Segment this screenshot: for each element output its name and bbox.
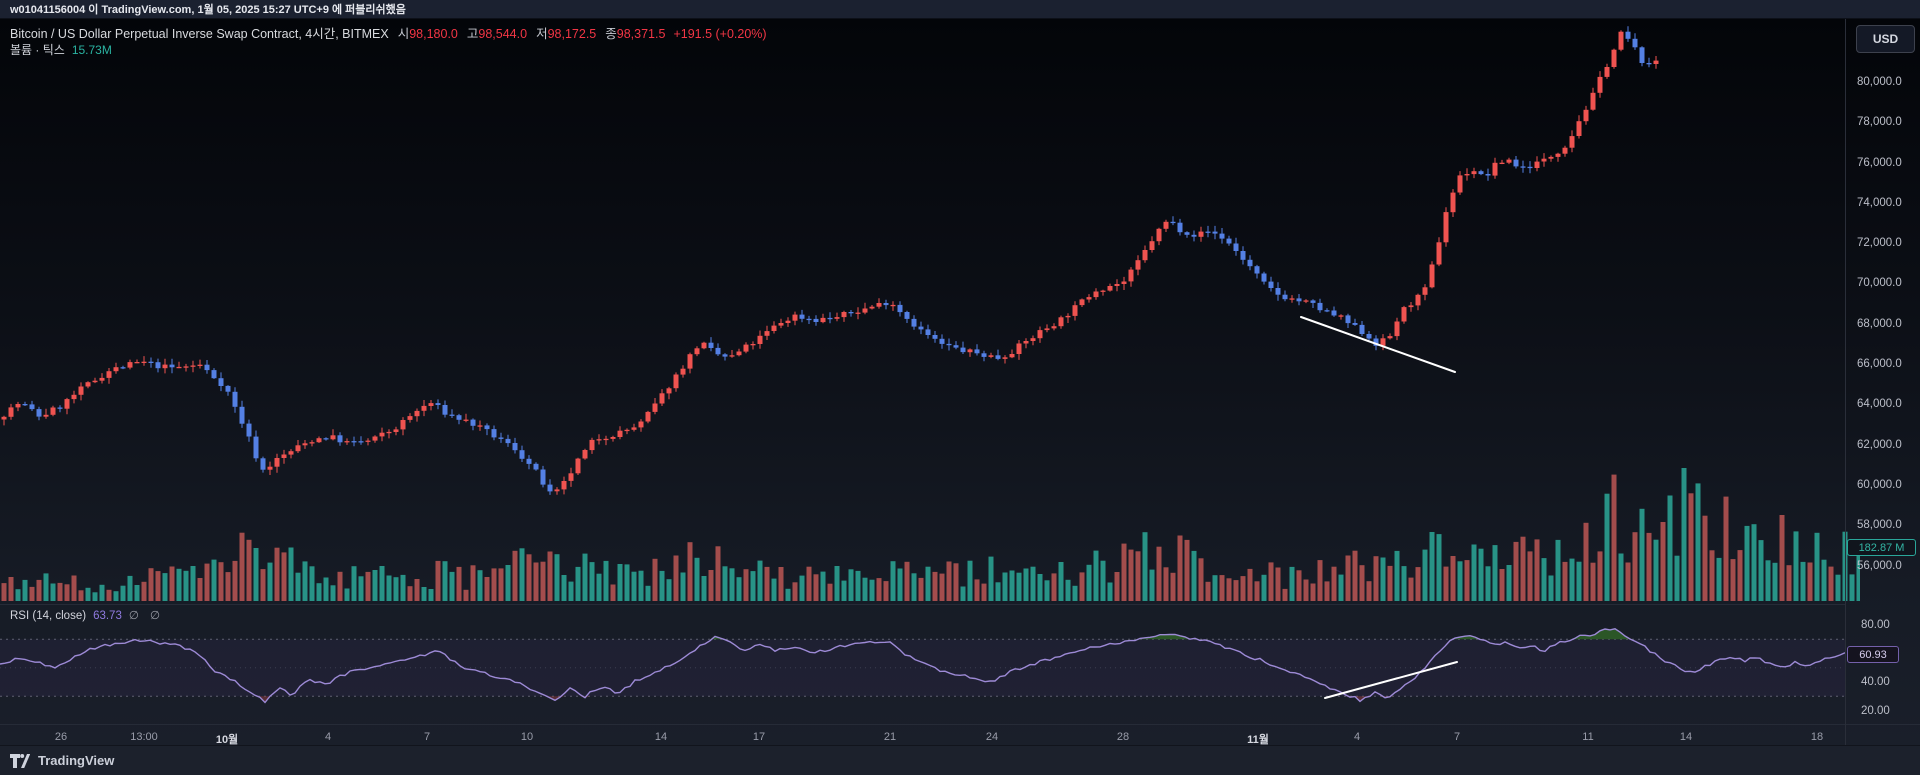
chart-area[interactable]: Bitcoin / US Dollar Perpetual Inverse Sw… xyxy=(0,19,1920,746)
high-label: 고 xyxy=(466,27,479,41)
open-label: 시 xyxy=(397,27,410,41)
rsi-pane xyxy=(0,628,1846,704)
tradingview-logo-icon[interactable] xyxy=(10,753,30,768)
volume-legend-row: 볼륨 · 틱스 15.73M xyxy=(10,41,112,58)
candlesticks xyxy=(1,26,1659,495)
rsi-title[interactable]: RSI (14, close) xyxy=(10,610,87,622)
low-label: 저 xyxy=(536,27,548,41)
rsi-overbought-fill xyxy=(0,628,1845,640)
volume-value: 15.73M xyxy=(71,43,112,57)
currency-toggle-button[interactable]: USD xyxy=(1856,25,1915,53)
footer-brand-text[interactable]: TradingView xyxy=(38,753,115,768)
low-value: 98,172.5 xyxy=(547,27,597,41)
footer-brand-bar: TradingView xyxy=(0,745,1920,775)
rsi-oversold-fill xyxy=(0,696,1845,703)
publish-info-bar: w01041156004 이 TradingView.com, 1월 05, 2… xyxy=(0,0,1920,19)
publish-info-text: w01041156004 이 TradingView.com, 1월 05, 2… xyxy=(10,4,406,16)
rsi-value: 63.73 xyxy=(93,610,122,622)
symbol-title[interactable]: Bitcoin / US Dollar Perpetual Inverse Sw… xyxy=(10,27,389,41)
open-value: 98,180.0 xyxy=(409,27,458,41)
change-value: +191.5 (+0.20%) xyxy=(673,27,767,41)
rsi-empty-values: ∅ ∅ xyxy=(128,610,165,622)
price-chart-canvas[interactable] xyxy=(0,19,1920,745)
high-value: 98,544.0 xyxy=(478,27,528,41)
last-volume-badge: 182.87 M xyxy=(1847,539,1916,556)
rsi-line xyxy=(0,628,1846,704)
rsi-trendline[interactable] xyxy=(1324,661,1458,699)
volume-label[interactable]: 볼륨 · 틱스 xyxy=(10,43,65,57)
rsi-value-badge: 60.93 xyxy=(1847,646,1899,663)
price-trendline[interactable] xyxy=(1300,316,1456,373)
volume-bars xyxy=(1,468,1860,601)
rsi-legend-row: RSI (14, close) 63.73 ∅ ∅ xyxy=(10,608,164,622)
close-label: 종 xyxy=(605,27,617,41)
symbol-legend-row: Bitcoin / US Dollar Perpetual Inverse Sw… xyxy=(10,23,767,42)
close-value: 98,371.5 xyxy=(616,27,666,41)
